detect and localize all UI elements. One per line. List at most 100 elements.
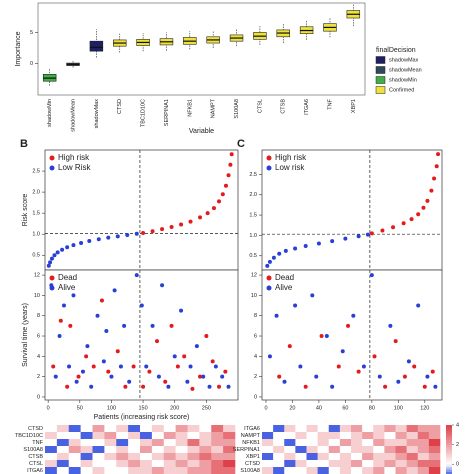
- colorbar-step: [446, 439, 452, 443]
- heat-cell: [428, 432, 441, 440]
- heat-cell: [395, 460, 407, 468]
- x-tick-label: shadowMin: [47, 99, 53, 127]
- heat-cell: [306, 453, 318, 461]
- heat-cell: [373, 446, 385, 454]
- heat-cell: [428, 467, 441, 474]
- heat-cell: [211, 439, 224, 447]
- heat-cell: [406, 467, 419, 474]
- point: [226, 384, 231, 389]
- point: [391, 225, 396, 230]
- x-tick-label: 20: [289, 405, 295, 411]
- y-tick-label: 1.0: [249, 233, 257, 239]
- point: [330, 239, 335, 244]
- heat-cell: [104, 432, 117, 440]
- heat-cell: [295, 446, 307, 454]
- legend-label: shadowMin: [389, 77, 417, 83]
- point: [303, 244, 308, 248]
- x-tick-label: S100A8: [234, 99, 240, 119]
- x-tick-label: 50: [77, 405, 83, 411]
- point: [436, 152, 441, 157]
- heat-cell: [317, 439, 330, 447]
- point: [402, 374, 407, 379]
- point: [356, 369, 361, 374]
- heat-cell: [328, 446, 341, 454]
- colorbar-step: [446, 466, 452, 470]
- heat-cell: [175, 439, 188, 447]
- point: [55, 250, 60, 255]
- point: [99, 298, 104, 303]
- legend-label: High risk: [275, 153, 307, 162]
- heat-cell: [406, 439, 419, 447]
- y-tick-label: 2: [37, 374, 40, 380]
- point: [125, 233, 130, 238]
- heat-cell: [80, 467, 93, 474]
- x-tick-label: TNF: [327, 98, 333, 109]
- legend-label: Confirmed: [389, 87, 414, 93]
- heat-cell: [163, 446, 176, 454]
- colorbar-step: [446, 427, 452, 431]
- point: [65, 245, 70, 250]
- point: [134, 231, 139, 236]
- point: [361, 364, 366, 369]
- point: [147, 369, 152, 374]
- heat-cell: [351, 460, 363, 468]
- heat-cell: [317, 453, 330, 461]
- x-tick-label: 0: [264, 405, 267, 411]
- heat-cell: [328, 453, 341, 461]
- y-tick-label: 0: [254, 394, 257, 400]
- y-tick-label: 4: [254, 354, 257, 360]
- heat-cell: [306, 439, 318, 447]
- point: [141, 230, 146, 235]
- heat-cell: [128, 425, 141, 433]
- heat-cell: [428, 439, 441, 447]
- heat-cell: [116, 439, 129, 447]
- point: [150, 323, 155, 328]
- point: [336, 364, 341, 369]
- legend-label: High risk: [58, 153, 90, 162]
- point: [182, 354, 187, 359]
- x-tick-label: CTSD: [117, 99, 123, 114]
- heat-cell: [317, 446, 330, 454]
- y-axis-label: Importance: [15, 31, 22, 66]
- heat-cell: [151, 453, 165, 461]
- heat-cell: [417, 432, 430, 440]
- x-tick-label: NAMPT: [211, 98, 217, 118]
- point: [169, 225, 174, 230]
- point: [229, 152, 234, 157]
- point: [211, 206, 216, 211]
- heat-cell: [56, 453, 70, 461]
- legend-label: Dead: [275, 273, 294, 282]
- x-tick-label: 150: [138, 405, 147, 411]
- heat-cell: [384, 467, 396, 474]
- point: [406, 359, 411, 364]
- heat-cell: [284, 425, 296, 433]
- heat-cell: [92, 446, 105, 454]
- x-tick-label: NFKB1: [187, 99, 193, 117]
- point: [430, 369, 435, 374]
- row-label: XBP1: [246, 454, 260, 460]
- heat-cell: [116, 446, 129, 454]
- heat-cell: [68, 446, 81, 454]
- point: [85, 344, 90, 349]
- heat-cell: [116, 460, 129, 468]
- heat-cell: [351, 467, 363, 474]
- row-label: ITGA6: [27, 468, 43, 474]
- heat-cell: [351, 439, 363, 447]
- heat-cell: [187, 446, 200, 454]
- heat-cell: [140, 460, 153, 468]
- point: [298, 364, 303, 369]
- point: [380, 228, 385, 233]
- heat-cell: [362, 432, 374, 440]
- point: [144, 364, 149, 369]
- heat-cell: [328, 467, 341, 474]
- legend-swatch: [375, 86, 386, 94]
- heat-cell: [199, 460, 212, 468]
- point: [194, 344, 199, 349]
- heat-cell: [211, 425, 224, 433]
- x-tick-label: SERPINA1: [164, 99, 170, 126]
- heat-cell: [140, 453, 153, 461]
- heat-cell: [140, 439, 153, 447]
- y-axis-label: Risk score: [22, 194, 29, 227]
- point: [401, 221, 406, 226]
- point: [106, 369, 111, 374]
